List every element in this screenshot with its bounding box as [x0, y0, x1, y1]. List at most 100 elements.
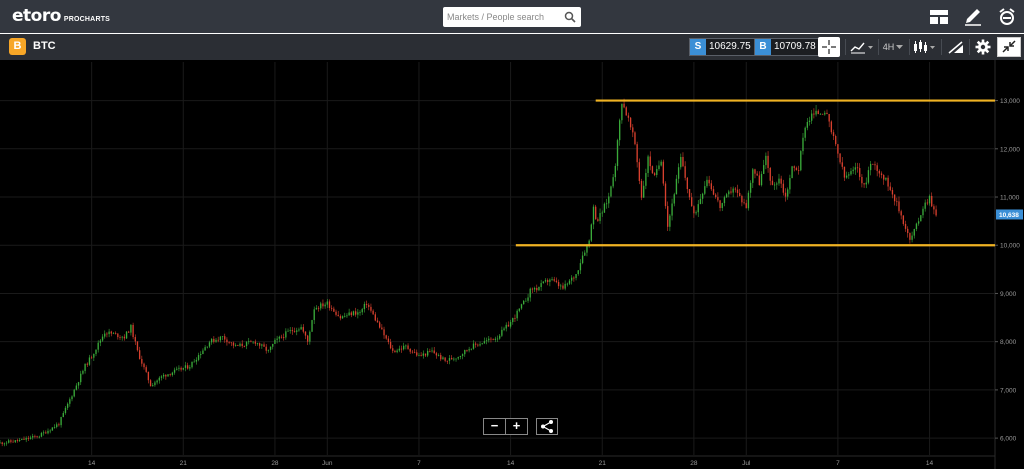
candle-body: [758, 175, 761, 186]
candle-body: [723, 197, 726, 204]
price-chart[interactable]: 6,000 7,000 8,000 9,000 10,000 11,000 12,000 13…: [0, 60, 1024, 469]
candle-body: [309, 331, 311, 342]
settings-button[interactable]: [972, 37, 994, 57]
candle-body: [208, 342, 211, 347]
candle-body: [368, 304, 370, 307]
crosshair-button[interactable]: [818, 37, 840, 57]
etoro-logo[interactable]: etoro PROCHARTS: [12, 6, 110, 26]
collapse-chart-button[interactable]: [997, 37, 1021, 57]
candle-body: [402, 345, 405, 350]
candle-body: [682, 156, 684, 167]
x-tick-label: Jun: [322, 460, 333, 467]
candle-body: [680, 156, 682, 168]
candle-body: [675, 178, 678, 195]
candle-body: [736, 189, 739, 193]
candle-body: [448, 358, 451, 361]
candle-body: [523, 300, 525, 305]
candle-body: [824, 112, 826, 115]
candle-body: [922, 208, 924, 216]
candle-body: [40, 433, 43, 437]
candle-body: [649, 156, 651, 167]
candle-body: [178, 367, 180, 369]
candle-body: [501, 329, 503, 336]
candle-body: [573, 277, 575, 279]
candle-body: [499, 335, 501, 339]
candle-body: [352, 311, 355, 316]
chart-type-button[interactable]: [912, 37, 936, 57]
candle-body: [383, 329, 385, 336]
candle-body: [239, 343, 241, 346]
candle-body: [830, 121, 833, 133]
candle-body: [224, 336, 226, 340]
candle-body: [632, 127, 634, 133]
candle-body: [627, 115, 630, 118]
candle-body: [357, 312, 359, 315]
etoro-logo-icon[interactable]: [997, 8, 1017, 26]
x-tick-label: 21: [180, 460, 188, 467]
candle-body: [418, 355, 420, 356]
candle-body: [697, 204, 699, 213]
candle-body: [213, 338, 215, 342]
candle-body: [907, 228, 909, 234]
candle-body: [859, 168, 861, 177]
candle-body: [56, 424, 58, 428]
zoom-out-button[interactable]: −: [484, 419, 506, 434]
top-header: etoro PROCHARTS: [0, 0, 1024, 34]
candle-body: [865, 182, 867, 185]
candle-body: [872, 163, 874, 165]
candle-body: [507, 324, 510, 327]
y-tick-label: 12,000: [1000, 146, 1020, 153]
candle-body: [492, 339, 494, 341]
chevron-down-icon: [896, 45, 904, 49]
candle-body: [883, 175, 885, 180]
candle-body: [411, 351, 414, 353]
candle-body: [800, 151, 802, 171]
candle-body: [121, 336, 123, 338]
candle-body: [80, 373, 82, 383]
share-button[interactable]: [536, 418, 558, 435]
draw-tools-button[interactable]: [946, 37, 966, 57]
candle-body: [328, 301, 331, 308]
timeframe-button[interactable]: 4H: [881, 37, 905, 57]
candle-body: [708, 179, 710, 184]
pencil-icon[interactable]: [963, 8, 983, 26]
gear-icon: [975, 39, 991, 55]
candle-body: [191, 361, 193, 368]
brand-subtitle: PROCHARTS: [63, 16, 111, 23]
candle-body: [193, 361, 195, 363]
search-input[interactable]: [447, 10, 557, 24]
layout-icon[interactable]: [929, 8, 949, 26]
candle-body: [797, 170, 800, 171]
candle-body: [269, 346, 272, 350]
search-box[interactable]: [443, 7, 581, 27]
candle-body: [715, 194, 717, 198]
zoom-in-button[interactable]: +: [512, 418, 521, 433]
candle-body: [173, 369, 176, 373]
candle-body: [520, 304, 523, 309]
candle-body: [638, 162, 641, 181]
candle-body: [365, 303, 368, 305]
candle-body: [204, 347, 206, 351]
candle-body: [804, 127, 806, 138]
candle-body: [378, 322, 381, 328]
candle-body: [577, 270, 579, 275]
candle-body: [568, 280, 571, 284]
candle-body: [848, 174, 850, 176]
candles-icon: [914, 40, 935, 53]
candle-body: [928, 195, 931, 204]
candle-body: [363, 303, 366, 310]
candle-body: [915, 223, 918, 230]
candle-body: [494, 338, 496, 340]
search-icon[interactable]: [564, 11, 576, 23]
candle-body: [372, 310, 374, 315]
candle-body: [167, 374, 169, 377]
indicators-icon: [850, 42, 873, 54]
candle-body: [156, 380, 158, 383]
candle-body: [891, 190, 894, 195]
candle-body: [595, 206, 597, 220]
buy-price-button[interactable]: B 10709.78: [754, 38, 820, 56]
candle-body: [400, 348, 403, 350]
sell-price-button[interactable]: S 10629.75: [689, 38, 755, 56]
candle-body: [317, 307, 320, 309]
indicators-button[interactable]: [850, 37, 874, 57]
